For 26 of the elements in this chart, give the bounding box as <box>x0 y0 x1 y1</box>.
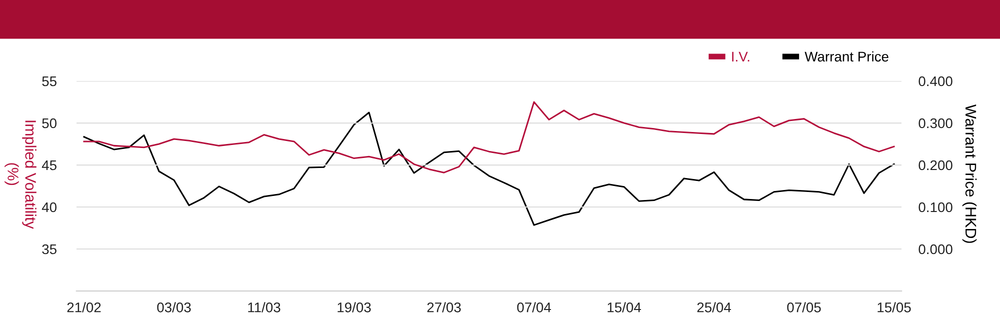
x-tick-label: 27/03 <box>427 302 461 312</box>
y2-tick-label: 0.100 <box>918 202 952 212</box>
line-series <box>83 101 895 174</box>
x-tick-label: 21/02 <box>67 302 101 312</box>
y2-tick-label: 0.400 <box>918 76 952 86</box>
legend-label: Warrant Price <box>804 51 888 62</box>
y2-axis-title: Warrant Price (HKD) <box>962 104 977 243</box>
y-tick-label: 55 <box>42 76 56 86</box>
legend-label: I.V. <box>732 52 750 62</box>
x-tick-label: 07/04 <box>517 302 551 312</box>
x-tick-label: 03/03 <box>157 302 191 312</box>
x-tick-label: 07/05 <box>787 302 821 312</box>
y-tick-label: 45 <box>42 160 56 170</box>
x-tick-label: 15/05 <box>878 302 911 312</box>
x-tick-label: 25/04 <box>697 302 731 312</box>
y-axis-title: Implied Volatility (%) <box>4 120 36 229</box>
x-tick-label: 11/03 <box>248 302 280 312</box>
line-series <box>83 112 895 226</box>
y-tick-label: 40 <box>42 202 57 212</box>
y2-tick-label: 0.000 <box>918 244 952 254</box>
y2-tick-label: 0.300 <box>918 118 952 128</box>
y-tick-label: 50 <box>42 118 57 128</box>
x-tick-label: 15/04 <box>608 302 641 312</box>
y-tick-label: 35 <box>42 244 56 254</box>
y2-tick-label: 0.200 <box>918 160 952 170</box>
x-tick-label: 19/03 <box>338 302 371 312</box>
